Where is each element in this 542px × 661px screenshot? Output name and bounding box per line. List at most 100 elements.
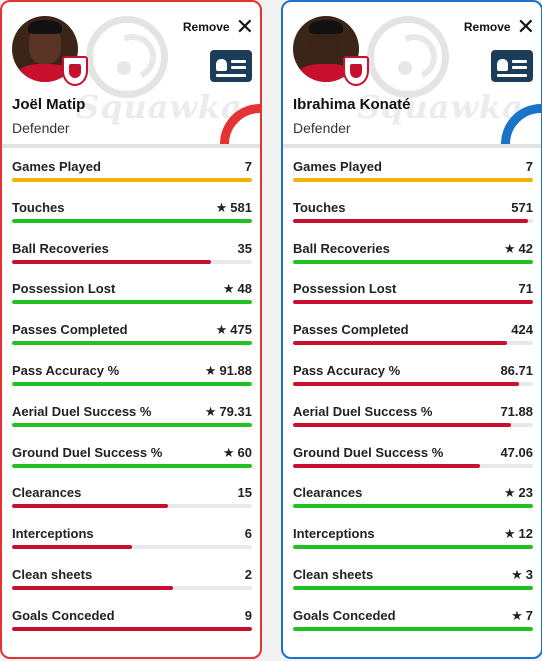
avatar-shirt xyxy=(16,64,74,82)
stat-bar-track xyxy=(293,178,533,182)
stat-value: ★ 91.88 xyxy=(205,363,252,379)
stat-bar-fill xyxy=(293,178,533,182)
player-card-right: Squawka Remove ✕ Ibrahima Konaté Defende… xyxy=(281,0,542,659)
stat-value: ★ 7 xyxy=(511,608,533,624)
stat-number: 7 xyxy=(244,159,252,174)
stat-bar-fill xyxy=(12,218,252,223)
stats-list: Games Played 7 Touches ★ 581 Ball Recoveries 3… xyxy=(2,148,260,645)
star-icon: ★ xyxy=(503,240,516,256)
remove-label: Remove xyxy=(463,20,511,34)
stat-number: 581 xyxy=(230,199,252,215)
stat-label: Touches xyxy=(12,199,65,215)
stat-label: Passes Completed xyxy=(12,322,128,338)
player-avatar xyxy=(293,16,359,82)
stat-bar-track xyxy=(12,178,252,182)
player-position: Defender xyxy=(12,120,70,136)
remove-button[interactable]: Remove ✕ xyxy=(463,16,535,38)
stat-bar-track xyxy=(293,300,533,305)
star-icon: ★ xyxy=(204,362,217,378)
stat-bar-track xyxy=(12,381,252,386)
stat-bar-track xyxy=(293,585,533,590)
stat-row: Goals Conceded ★ 7 xyxy=(291,604,533,645)
stat-number: 2 xyxy=(244,566,252,582)
stat-row: Interceptions 6 xyxy=(10,522,252,563)
stats-list: Games Played 7 Touches 571 Ball Recoveries ★ 4… xyxy=(283,148,541,645)
stat-label: Interceptions xyxy=(293,526,375,542)
stat-bar-track xyxy=(12,545,252,550)
stat-number: 9 xyxy=(244,607,252,623)
stat-bar-fill xyxy=(12,178,252,182)
stat-bar-fill xyxy=(293,218,529,223)
star-icon: ★ xyxy=(215,322,228,338)
stat-value: 35 xyxy=(238,241,252,256)
stat-value: ★ 581 xyxy=(216,200,252,216)
stat-number: 23 xyxy=(518,485,533,501)
stat-bar-track xyxy=(12,585,252,590)
stat-bar-fill xyxy=(293,381,519,386)
stat-label: Interceptions xyxy=(12,526,94,542)
stat-value: 2 xyxy=(245,567,252,582)
stat-row: Goals Conceded 9 xyxy=(10,604,252,645)
stat-row: Touches 571 xyxy=(291,196,533,237)
stat-number: 3 xyxy=(525,566,533,582)
squawka-watermark: Squawka xyxy=(76,88,243,126)
stat-number: 35 xyxy=(237,240,252,256)
stat-label: Ground Duel Success % xyxy=(12,444,163,460)
star-icon: ★ xyxy=(222,281,235,297)
stat-row: Ground Duel Success % ★ 60 xyxy=(10,441,252,482)
stat-value: 71.88 xyxy=(500,404,533,419)
stat-bar-track xyxy=(12,626,252,631)
stat-label: Aerial Duel Success % xyxy=(12,403,152,419)
star-icon: ★ xyxy=(222,444,235,460)
player-card-left: Squawka Remove ✕ Joël Matip Defender Gam… xyxy=(0,0,262,659)
stat-bar-fill xyxy=(12,463,252,468)
stat-bar-fill xyxy=(293,422,512,427)
stat-value: ★ 12 xyxy=(504,526,533,542)
star-icon: ★ xyxy=(215,199,228,215)
stat-bar-fill xyxy=(12,585,173,590)
stat-bar-fill xyxy=(12,259,212,264)
id-card-icon[interactable] xyxy=(491,50,533,82)
stat-row: Ground Duel Success % 47.06 xyxy=(291,441,533,482)
stat-value: 71 xyxy=(519,281,533,296)
stat-number: 424 xyxy=(511,322,533,338)
stat-number: 71.88 xyxy=(500,403,533,419)
stat-bar-track xyxy=(293,545,533,550)
stat-bar-track xyxy=(12,422,252,427)
star-icon: ★ xyxy=(503,485,516,501)
stat-row: Pass Accuracy % 86.71 xyxy=(291,359,533,400)
stat-bar-track xyxy=(293,422,533,427)
stat-value: 7 xyxy=(245,159,252,174)
stat-bar-track xyxy=(12,504,252,509)
stat-bar-fill xyxy=(12,341,252,346)
stat-bar-fill xyxy=(293,626,533,631)
remove-button[interactable]: Remove ✕ xyxy=(183,16,254,38)
stat-bar-fill xyxy=(12,545,132,550)
stat-number: 60 xyxy=(237,444,252,460)
corner-accent xyxy=(501,104,541,144)
stat-row: Possession Lost 71 xyxy=(291,277,533,318)
stat-bar-track xyxy=(293,504,533,509)
stat-row: Games Played 7 xyxy=(10,155,252,196)
stat-bar-track xyxy=(293,218,533,223)
stat-bar-fill xyxy=(293,585,533,590)
stat-label: Possession Lost xyxy=(293,281,397,297)
stat-label: Clean sheets xyxy=(12,566,93,582)
stat-value: ★ 42 xyxy=(504,241,533,257)
stat-bar-track xyxy=(293,381,533,386)
stat-label: Ball Recoveries xyxy=(293,240,390,256)
stat-row: Ball Recoveries ★ 42 xyxy=(291,237,533,278)
stat-number: 91.88 xyxy=(219,362,252,378)
stat-label: Passes Completed xyxy=(293,322,409,338)
stat-value: ★ 475 xyxy=(216,322,252,338)
stat-label: Pass Accuracy % xyxy=(12,362,120,378)
stat-bar-track xyxy=(293,259,533,264)
stat-number: 571 xyxy=(511,199,533,215)
stat-row: Possession Lost ★ 48 xyxy=(10,277,252,318)
stat-bar-track xyxy=(12,218,252,223)
stat-number: 86.71 xyxy=(500,362,533,378)
stat-row: Ball Recoveries 35 xyxy=(10,237,252,278)
id-card-icon[interactable] xyxy=(210,50,252,82)
squawka-logo-icon xyxy=(86,16,168,98)
squawka-watermark: Squawka xyxy=(357,88,524,126)
